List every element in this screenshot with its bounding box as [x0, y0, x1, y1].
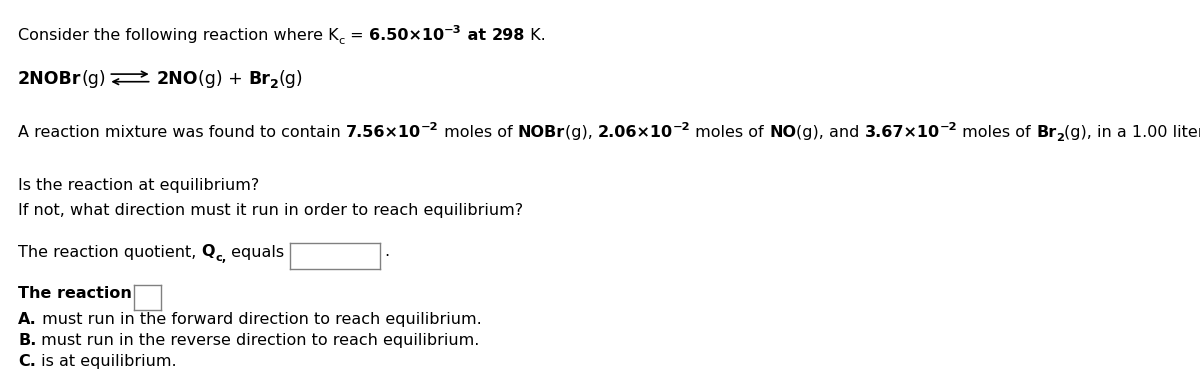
Text: must run in the forward direction to reach equilibrium.: must run in the forward direction to rea…: [37, 312, 481, 327]
Text: NOBr: NOBr: [517, 125, 565, 140]
Text: A.: A.: [18, 312, 37, 327]
Text: =: =: [346, 28, 368, 43]
Text: NO: NO: [769, 125, 796, 140]
Text: .: .: [384, 244, 389, 260]
Text: K.: K.: [524, 28, 545, 43]
Text: If not, what direction must it run in order to reach equilibrium?: If not, what direction must it run in or…: [18, 203, 523, 218]
Text: is at equilibrium.: is at equilibrium.: [36, 353, 176, 369]
Text: Br: Br: [248, 70, 270, 88]
Text: −2: −2: [940, 122, 958, 132]
Text: 6.50×10: 6.50×10: [368, 28, 444, 43]
Text: (g) +: (g) +: [198, 70, 248, 88]
Text: 7.56×10: 7.56×10: [346, 125, 421, 140]
Text: must run in the reverse direction to reach equilibrium.: must run in the reverse direction to rea…: [36, 332, 480, 348]
Text: (g),: (g),: [565, 125, 598, 140]
Text: Q: Q: [202, 244, 215, 260]
Text: (g), in a 1.00 liter container.: (g), in a 1.00 liter container.: [1064, 125, 1200, 140]
Text: c,: c,: [215, 253, 227, 263]
Text: The reaction: The reaction: [18, 286, 132, 301]
Text: 2NOBr: 2NOBr: [18, 70, 82, 88]
Text: 2.06×10: 2.06×10: [598, 125, 673, 140]
Text: (g): (g): [82, 70, 106, 88]
Text: −2: −2: [421, 122, 439, 132]
Text: Consider the following reaction where K: Consider the following reaction where K: [18, 28, 338, 43]
Text: C.: C.: [18, 353, 36, 369]
Text: −2: −2: [673, 122, 690, 132]
Text: equals: equals: [227, 244, 284, 260]
Text: 2: 2: [1056, 133, 1064, 143]
Text: (g), and: (g), and: [796, 125, 865, 140]
Text: The reaction quotient,: The reaction quotient,: [18, 244, 202, 260]
Text: 2: 2: [270, 78, 278, 91]
Text: moles of: moles of: [690, 125, 769, 140]
Text: 2NO: 2NO: [156, 70, 198, 88]
Text: c: c: [338, 36, 346, 46]
Text: −3: −3: [444, 25, 462, 35]
Text: moles of: moles of: [439, 125, 517, 140]
Text: 298: 298: [491, 28, 524, 43]
Text: 3.67×10: 3.67×10: [865, 125, 940, 140]
Text: Is the reaction at equilibrium?: Is the reaction at equilibrium?: [18, 178, 259, 193]
Text: at: at: [462, 28, 491, 43]
Text: (g): (g): [278, 70, 304, 88]
Text: B.: B.: [18, 332, 36, 348]
Text: moles of: moles of: [958, 125, 1036, 140]
Text: Br: Br: [1036, 125, 1056, 140]
Text: A reaction mixture was found to contain: A reaction mixture was found to contain: [18, 125, 346, 140]
